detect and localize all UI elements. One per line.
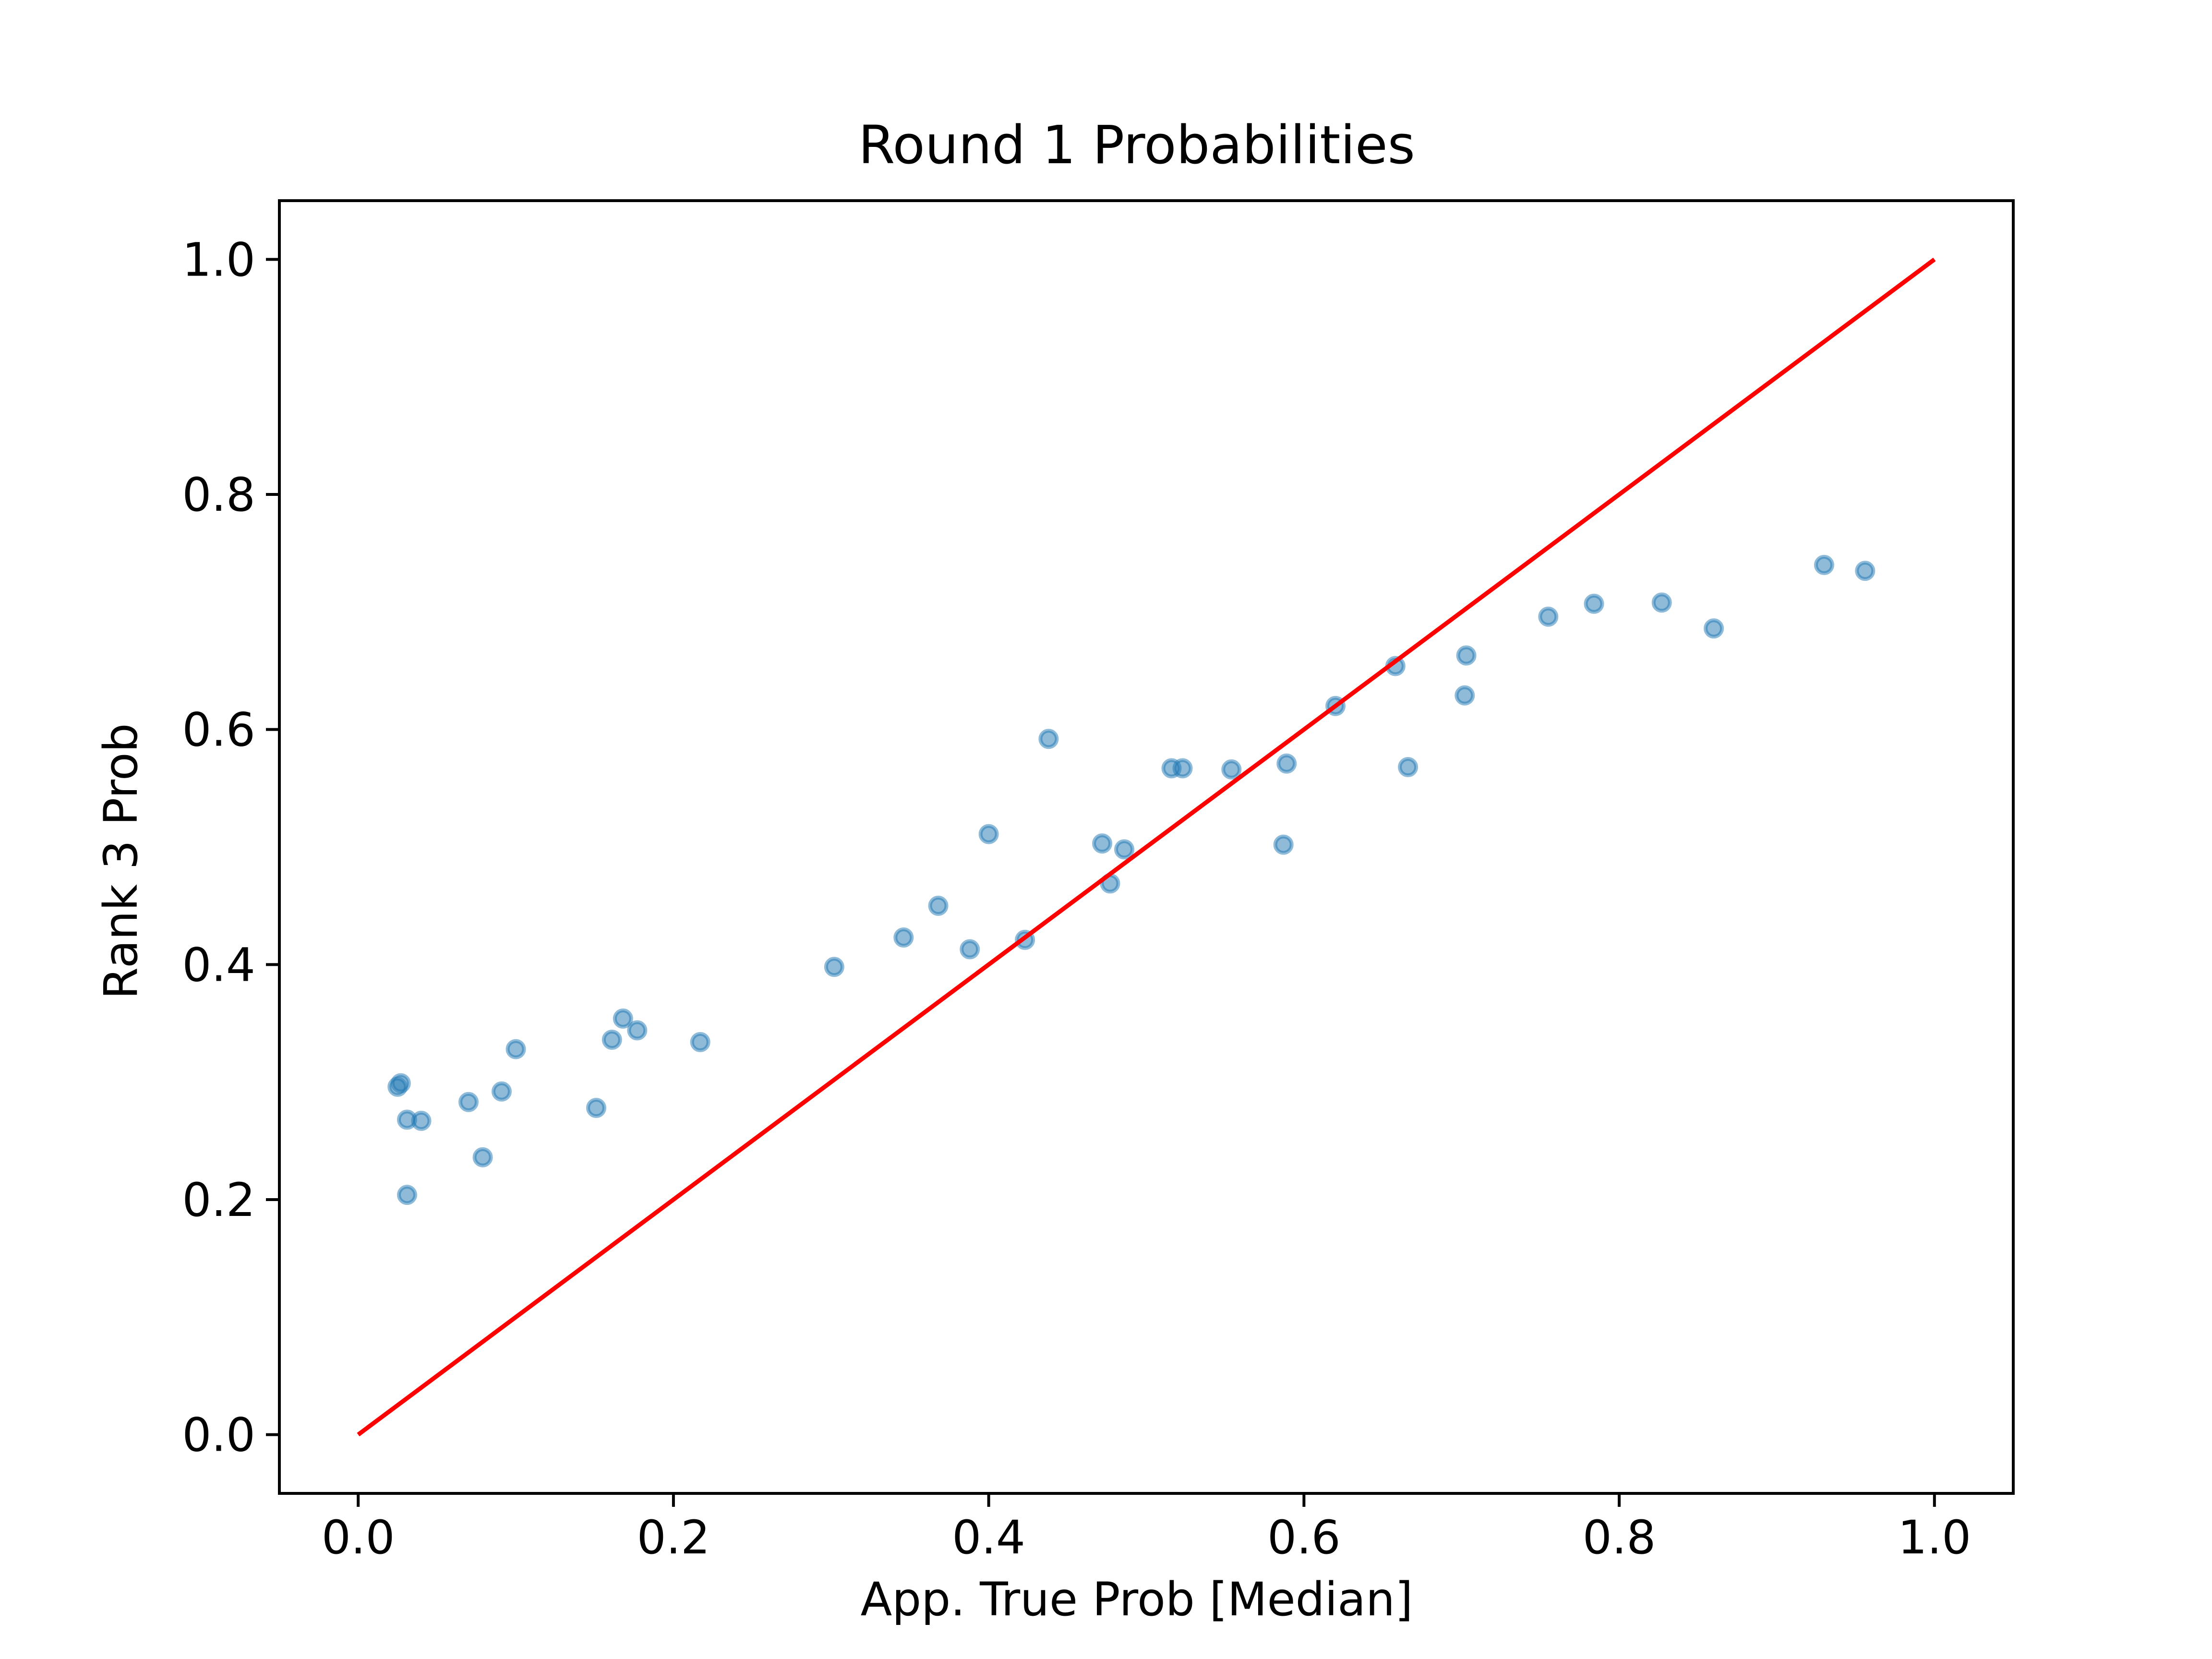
- plot-frame: [278, 199, 2015, 1495]
- scatter-point: [1276, 753, 1297, 774]
- scatter-point: [1855, 561, 1875, 581]
- y-tick-label: 0.6: [182, 703, 255, 757]
- plot-area: [278, 199, 2015, 1495]
- y-axis: 0.0 0.2 0.4 0.6 0.8 1.0: [182, 233, 279, 1462]
- scatter-point: [928, 895, 949, 916]
- x-axis-label: App. True Prob [Median]: [861, 1573, 1413, 1626]
- y-axis-label: Rank 3 Prob: [94, 723, 148, 999]
- scatter-point: [978, 824, 999, 844]
- scatter-point: [690, 1032, 710, 1052]
- x-tick-label: 0.2: [637, 1511, 710, 1564]
- chart-title: Round 1 Probabilities: [858, 114, 1415, 176]
- x-tick-label: 0.0: [322, 1511, 395, 1564]
- scatter-point: [1651, 592, 1672, 613]
- x-tick-label: 1.0: [1898, 1511, 1971, 1564]
- y-tick-label: 0.8: [182, 468, 255, 522]
- reference-line: [357, 257, 1936, 1437]
- scatter-point: [1398, 757, 1419, 778]
- x-tick-label: 0.6: [1267, 1511, 1341, 1564]
- scatter-point: [1172, 758, 1193, 779]
- scatter-point: [1092, 833, 1113, 854]
- scatter-point: [601, 1030, 622, 1050]
- scatter-point: [960, 939, 980, 960]
- scatter-point: [824, 957, 844, 977]
- x-tick-label: 0.8: [1583, 1511, 1656, 1564]
- y-tick-label: 0.4: [182, 938, 255, 992]
- scatter-point: [893, 927, 914, 948]
- scatter-point: [1584, 593, 1604, 614]
- scatter-point: [627, 1020, 648, 1041]
- scatter-point: [491, 1081, 512, 1102]
- scatter-point: [1538, 606, 1559, 627]
- scatter-point: [1814, 554, 1834, 575]
- y-tick-label: 0.2: [182, 1173, 255, 1227]
- scatter-point: [390, 1073, 411, 1094]
- scatter-point: [411, 1110, 432, 1131]
- scatter-point: [1221, 759, 1242, 780]
- scatter-point: [505, 1039, 526, 1059]
- y-tick-label: 1.0: [182, 233, 255, 287]
- y-tick-label: 0.0: [182, 1408, 255, 1462]
- scatter-point: [1273, 834, 1294, 855]
- scatter-point: [1456, 645, 1477, 666]
- scatter-point: [397, 1185, 417, 1205]
- scatter-point: [472, 1147, 493, 1167]
- scatter-point: [1704, 618, 1724, 639]
- scatter-point: [613, 1008, 633, 1029]
- scatter-point: [458, 1092, 479, 1112]
- x-tick-label: 0.4: [952, 1511, 1025, 1564]
- scatter-point: [1114, 839, 1135, 860]
- scatter-point: [1038, 729, 1059, 749]
- x-axis: 0.0 0.2 0.4 0.6 0.8 1.0: [322, 1493, 1971, 1564]
- scatter-point: [1455, 685, 1475, 706]
- scatter-point: [586, 1097, 607, 1118]
